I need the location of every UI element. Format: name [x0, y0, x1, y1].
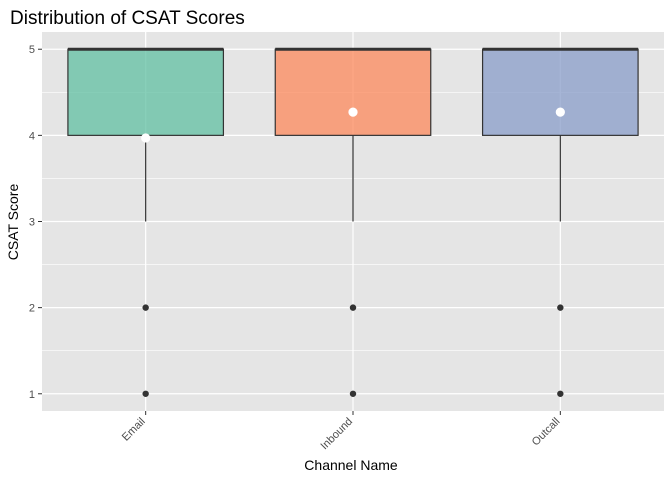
outlier-point [142, 304, 149, 311]
mean-point [348, 107, 358, 117]
y-tick-label: 3 [29, 217, 35, 229]
mean-point [555, 107, 565, 117]
outlier-point [349, 304, 357, 311]
box-body [67, 48, 225, 136]
box-outcall [481, 47, 639, 397]
x-tick-label: Email [120, 416, 148, 444]
y-axis-title: CSAT Score [5, 184, 21, 261]
x-tick-label: Outcall [530, 416, 563, 449]
y-tick-label: 4 [29, 130, 35, 142]
mean-point [141, 133, 151, 143]
y-tick-label: 2 [29, 303, 35, 315]
outlier-point [557, 304, 564, 311]
box-body [481, 48, 639, 136]
boxes [67, 47, 639, 397]
box-email [67, 47, 225, 397]
outlier-point [349, 390, 357, 397]
x-axis: Email Inbound Outcall [120, 411, 563, 453]
x-tick-label: Inbound [319, 416, 356, 453]
x-axis-title: Channel Name [304, 457, 398, 473]
y-axis: 1 2 3 4 5 [29, 44, 42, 401]
box-inbound [274, 47, 432, 397]
y-tick-label: 5 [29, 44, 35, 56]
y-tick-label: 1 [29, 389, 35, 401]
box-body [274, 48, 432, 136]
outlier-point [557, 390, 564, 397]
chart-title: Distribution of CSAT Scores [10, 8, 245, 29]
outlier-point [142, 390, 149, 397]
